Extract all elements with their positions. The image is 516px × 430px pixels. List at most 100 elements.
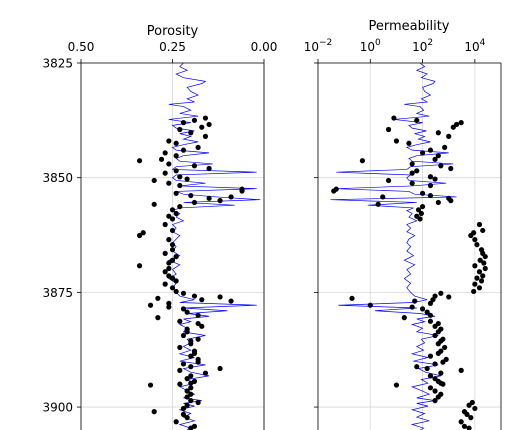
permeability-sample-point [477,257,483,263]
porosity-y-tick-label: 3875 [42,286,73,300]
permeability-sample-point [448,165,454,172]
permeability-sample-point [438,370,444,376]
porosity-sample-point [166,138,172,144]
permeability-sample-point [414,168,420,174]
porosity-sample-point [151,201,157,207]
permeability-axes-frame [317,62,502,430]
porosity-sample-point [199,323,205,329]
permeability-sample-point [432,176,438,182]
porosity-sample-point [140,230,146,236]
porosity-sample-point [166,304,172,310]
porosity-sample-point [206,121,212,128]
permeability-sample-point [446,294,452,300]
permeability-sample-point [427,174,434,180]
porosity-sample-point [151,409,157,415]
porosity-x-tick-label: 0.50 [68,40,95,54]
porosity-sample-point [188,130,194,136]
porosity-sample-point [173,190,179,196]
permeability-sample-point [461,423,468,429]
permeability-sample-point [409,180,415,186]
permeability-sample-point [435,329,441,335]
permeability-sample-point [471,288,477,295]
porosity-sample-point [188,398,194,404]
permeability-sample-point [359,158,366,164]
permeability-sample-point [424,365,430,372]
permeability-sample-point [458,367,464,373]
porosity-sample-point [166,260,172,266]
porosity-sample-point [166,180,172,186]
porosity-panel: Porosity 0.50 0.25 0.00 3825 3850 3875 3900 [42,24,277,430]
porosity-sample-point [188,364,194,370]
porosity-sample-point [188,373,194,379]
porosity-sample-point [169,227,176,234]
porosity-sample-point [166,237,172,243]
porosity-sample-point [147,302,154,308]
permeability-sample-point [482,265,488,272]
porosity-sample-point [202,133,209,139]
porosity-sample-point [202,370,209,376]
permeability-sample-point [427,373,434,379]
porosity-sample-point [173,140,179,146]
permeability-sample-point [427,312,434,318]
permeability-sample-point [427,300,434,306]
porosity-sample-point [180,120,187,126]
porosity-sample-point [184,309,190,315]
permeability-x-tick-label: 10−2 [304,38,333,54]
porosity-sample-point [162,281,168,287]
porosity-sample-point [180,405,187,412]
permeability-sample-point [427,385,434,391]
porosity-sample-point [195,399,201,406]
porosity-sample-point [177,126,183,133]
permeability-sample-point [391,115,397,121]
porosity-sample-point [188,385,194,391]
permeability-sample-point [385,177,392,184]
permeability-sample-point [440,381,446,387]
porosity-sample-point [206,195,212,201]
permeability-sample-point [427,353,434,359]
porosity-sample-point [180,332,187,339]
porosity-sample-point [162,170,168,176]
permeability-sample-point [438,163,444,169]
permeability-sample-point [432,361,438,367]
porosity-sample-point [228,298,234,304]
porosity-sample-point [173,278,179,284]
permeability-sample-point [466,402,472,408]
porosity-sample-point [166,265,172,272]
permeability-sample-point [468,415,474,421]
permeability-sample-point [435,199,441,206]
permeability-sample-point [414,364,420,370]
permeability-sample-point [442,144,448,151]
permeability-sample-point [424,309,430,315]
porosity-sample-point [191,199,198,206]
porosity-axes-frame [80,62,265,430]
permeability-sample-point [432,323,438,329]
permeability-sample-point [415,207,422,213]
porosity-sample-point [166,161,172,167]
porosity-y-tick-label: 3825 [42,57,73,71]
permeability-sample-point [427,318,434,324]
porosity-sample-point [180,306,187,312]
permeability-sample-point [435,153,441,159]
porosity-sample-point [173,288,179,295]
permeability-sample-point [385,126,392,133]
porosity-sample-point [184,329,190,335]
porosity-sample-point [188,192,194,199]
permeability-sample-point [409,170,415,176]
porosity-sample-point [151,177,157,184]
permeability-sample-point [480,273,486,279]
permeability-sample-point [435,350,441,356]
permeability-x-axis: 10−2 100 102 104 [304,38,486,63]
permeability-x-tick-label: 100 [360,38,381,54]
porosity-sample-point [195,359,201,365]
permeability-sample-point [409,161,415,167]
permeability-sample-point [458,419,464,425]
porosity-sample-point [169,285,176,291]
permeability-sample-point [472,405,478,412]
permeability-sample-point [367,302,373,308]
permeability-sample-points [331,115,488,430]
permeability-sample-point [435,341,441,347]
porosity-sample-point [217,294,223,300]
permeability-sample-point [432,398,438,404]
permeability-sample-point [430,297,436,303]
porosity-sample-point [188,425,194,430]
